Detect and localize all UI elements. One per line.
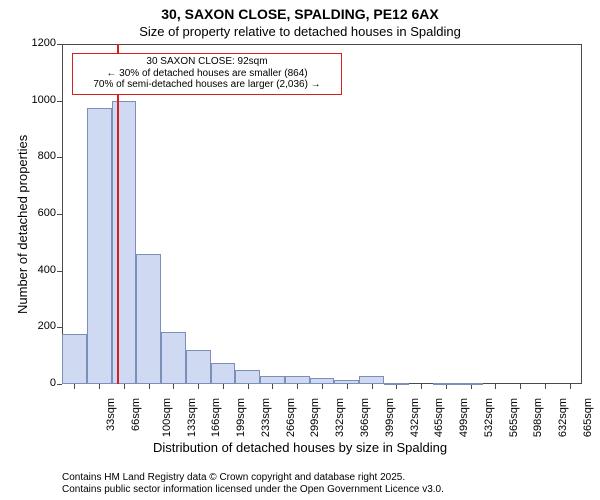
xtick-label: 299sqm — [310, 398, 322, 437]
xtick-label: 33sqm — [105, 398, 117, 431]
xtick-mark — [421, 384, 422, 389]
xtick-mark — [545, 384, 546, 389]
xtick-mark — [124, 384, 125, 389]
xtick-mark — [198, 384, 199, 389]
ytick-label: 600 — [22, 207, 56, 219]
bar — [285, 376, 310, 385]
bar — [260, 376, 285, 385]
ytick-label: 0 — [22, 377, 56, 389]
xtick-mark — [520, 384, 521, 389]
xtick-label: 66sqm — [130, 398, 142, 431]
bar — [87, 108, 112, 384]
xtick-mark — [446, 384, 447, 389]
ytick-label: 800 — [22, 150, 56, 162]
bar — [136, 254, 161, 384]
xtick-mark — [570, 384, 571, 389]
xtick-label: 399sqm — [384, 398, 396, 437]
xtick-label: 366sqm — [359, 398, 371, 437]
xtick-mark — [74, 384, 75, 389]
bar — [62, 334, 87, 384]
ytick-mark — [57, 157, 62, 158]
xtick-mark — [149, 384, 150, 389]
xtick-label: 432sqm — [409, 398, 421, 437]
annotation-box: 30 SAXON CLOSE: 92sqm ← 30% of detached … — [72, 53, 342, 95]
xtick-mark — [248, 384, 249, 389]
annotation-line-2: ← 30% of detached houses are smaller (86… — [77, 68, 337, 80]
xtick-label: 499sqm — [458, 398, 470, 437]
ytick-mark — [57, 384, 62, 385]
x-axis-label: Distribution of detached houses by size … — [0, 440, 600, 455]
xtick-mark — [347, 384, 348, 389]
xtick-mark — [396, 384, 397, 389]
xtick-label: 233sqm — [260, 398, 272, 437]
footer-line-2: Contains public sector information licen… — [62, 484, 444, 495]
annotation-line-1: 30 SAXON CLOSE: 92sqm — [77, 56, 337, 68]
ytick-mark — [57, 44, 62, 45]
ytick-label: 1200 — [22, 37, 56, 49]
bar — [334, 380, 359, 384]
ytick-mark — [57, 101, 62, 102]
xtick-mark — [223, 384, 224, 389]
xtick-label: 100sqm — [161, 398, 173, 437]
ytick-mark — [57, 271, 62, 272]
xtick-mark — [495, 384, 496, 389]
ytick-label: 200 — [22, 320, 56, 332]
xtick-label: 332sqm — [334, 398, 346, 437]
bar — [310, 378, 335, 384]
bar — [211, 363, 236, 384]
bar — [384, 383, 409, 385]
chart-container: 30, SAXON CLOSE, SPALDING, PE12 6AX Size… — [0, 0, 600, 500]
ytick-label: 400 — [22, 264, 56, 276]
xtick-label: 166sqm — [211, 398, 223, 437]
bar — [359, 376, 384, 385]
annotation-line-3: 70% of semi-detached houses are larger (… — [77, 79, 337, 91]
xtick-label: 665sqm — [582, 398, 594, 437]
xtick-mark — [297, 384, 298, 389]
bar — [112, 101, 137, 384]
xtick-mark — [322, 384, 323, 389]
bar — [186, 350, 211, 384]
xtick-mark — [99, 384, 100, 389]
chart-title: 30, SAXON CLOSE, SPALDING, PE12 6AX — [0, 6, 600, 22]
xtick-label: 565sqm — [508, 398, 520, 437]
ytick-label: 1000 — [22, 94, 56, 106]
bar — [458, 383, 483, 385]
bar — [161, 332, 186, 384]
xtick-mark — [372, 384, 373, 389]
xtick-label: 266sqm — [285, 398, 297, 437]
bar — [433, 383, 458, 385]
xtick-mark — [272, 384, 273, 389]
footer-line-1: Contains HM Land Registry data © Crown c… — [62, 472, 405, 483]
xtick-label: 133sqm — [186, 398, 198, 437]
ytick-mark — [57, 214, 62, 215]
ytick-mark — [57, 327, 62, 328]
xtick-mark — [173, 384, 174, 389]
xtick-label: 632sqm — [557, 398, 569, 437]
xtick-label: 598sqm — [532, 398, 544, 437]
bar — [235, 370, 260, 384]
xtick-label: 199sqm — [235, 398, 247, 437]
xtick-mark — [471, 384, 472, 389]
xtick-label: 532sqm — [483, 398, 495, 437]
xtick-label: 465sqm — [433, 398, 445, 437]
chart-subtitle: Size of property relative to detached ho… — [0, 24, 600, 39]
